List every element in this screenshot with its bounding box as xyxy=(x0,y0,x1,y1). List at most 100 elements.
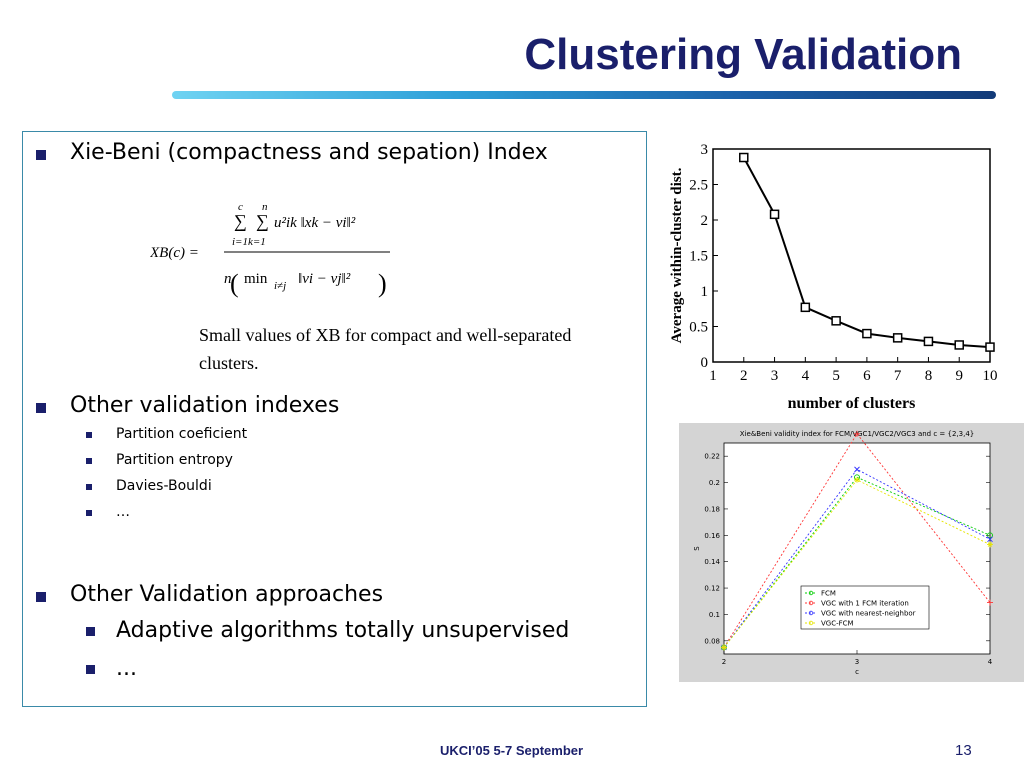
x-tick-label: 3 xyxy=(855,658,859,666)
bullet-text: Other validation indexes xyxy=(70,393,340,418)
y-tick-label: 0.14 xyxy=(704,558,720,566)
content-box xyxy=(22,131,647,707)
sub-bullet-text: ... xyxy=(116,656,137,681)
bullet-text: Xie-Beni (compactness and sepation) Inde… xyxy=(70,140,548,165)
data-point xyxy=(854,476,860,483)
square-bullet-icon xyxy=(86,665,95,674)
formula-numerator: u²ik ‖xk − vi‖² xyxy=(274,215,356,231)
y-tick-label: 0.12 xyxy=(704,585,720,593)
footer-text: UKCI’05 5-7 September xyxy=(440,743,584,758)
x-tick-label: 5 xyxy=(832,368,840,384)
legend-marker xyxy=(808,590,814,596)
title-underline-bar xyxy=(172,91,996,99)
legend-marker xyxy=(808,610,814,616)
xb-formula: XB(c) = c n ∑ ∑ i=1k=1 u²ik ‖xk − vi‖² (… xyxy=(150,201,390,298)
y-tick-label: 2 xyxy=(701,213,709,229)
paren-left-icon: ( xyxy=(230,269,239,298)
within-cluster-distance-chart: 1 2 3 4 5 6 7 8 9 10 0 0.5 1 1.5 2 2.5 3 number of cluste… xyxy=(669,142,998,412)
x-tick-label: 3 xyxy=(771,368,779,384)
data-point xyxy=(831,316,841,326)
x-tick-label: 2 xyxy=(722,658,726,666)
x-tick-label: 4 xyxy=(988,658,993,666)
legend-label: FCM xyxy=(821,590,836,598)
x-tick-label: 10 xyxy=(983,368,998,384)
y-tick-label: 0.16 xyxy=(704,532,720,540)
x-tick-label: 2 xyxy=(740,368,748,384)
data-point xyxy=(954,340,964,350)
x-axis-label: number of clusters xyxy=(788,395,916,412)
y-tick-label: 1 xyxy=(701,284,709,300)
legend-label: VGC-FCM xyxy=(821,620,854,628)
data-point xyxy=(985,342,995,352)
data-point xyxy=(854,466,860,473)
square-bullet-icon xyxy=(86,627,95,636)
square-bullet-icon xyxy=(86,484,92,490)
legend-marker xyxy=(808,620,814,626)
square-bullet-icon xyxy=(36,403,46,413)
y-tick-label: 0.2 xyxy=(709,479,720,487)
y-tick-label: 3 xyxy=(701,142,709,158)
sub-bullet-text: … xyxy=(116,504,130,520)
series-line xyxy=(723,476,991,648)
data-point xyxy=(987,532,993,539)
y-axis-label: S xyxy=(693,546,701,551)
sub-bullet-text: Partition entropy xyxy=(116,452,233,468)
x-tick-label: 7 xyxy=(894,368,902,384)
square-bullet-icon xyxy=(86,458,92,464)
sum-icon: ∑ xyxy=(256,211,269,231)
y-tick-label: 0.22 xyxy=(704,453,720,461)
legend-label: VGC with nearest-neighbor xyxy=(821,610,916,618)
xb-note: Small values of XB for compact and well-… xyxy=(199,325,572,373)
x-tick-label: 6 xyxy=(863,368,871,384)
y-tick-label: 1.5 xyxy=(689,249,708,265)
y-tick-label: 0.1 xyxy=(709,611,720,619)
formula-sum-i-top: c xyxy=(238,201,243,213)
data-point xyxy=(854,430,860,437)
sub-bullet-text: Partition coeficient xyxy=(116,426,248,442)
y-tick-label: 0 xyxy=(701,355,709,371)
page-number: 13 xyxy=(955,742,972,759)
legend-label: VGC with 1 FCM iteration xyxy=(821,600,909,608)
square-bullet-icon xyxy=(36,592,46,602)
y-tick-label: 0.08 xyxy=(704,637,720,645)
data-point xyxy=(987,599,993,606)
sum-icon: ∑ xyxy=(234,211,247,231)
data-point xyxy=(987,541,993,548)
y-tick-label: 0.5 xyxy=(689,320,708,336)
formula-sum-k-top: n xyxy=(262,201,268,213)
paren-right-icon: ) xyxy=(378,269,387,298)
formula-denominator-n: n xyxy=(224,271,232,287)
data-point xyxy=(739,152,749,163)
series-line xyxy=(742,157,991,349)
legend-box xyxy=(800,585,930,630)
formula-denominator-min: min xyxy=(244,271,268,287)
data-point xyxy=(987,536,993,543)
x-tick-label: 8 xyxy=(925,368,933,384)
x-axis-label: c xyxy=(855,668,859,676)
x-tick-label: 9 xyxy=(955,368,963,384)
formula-denominator-sub: i≠j xyxy=(274,280,286,292)
formula-sum-bottom: i=1k=1 xyxy=(232,236,266,248)
y-axis-label: Average within-cluster dist. xyxy=(669,167,685,343)
y-tick-label: 0.18 xyxy=(704,505,720,513)
formula-denominator-norm: ‖vi − vj‖² xyxy=(298,271,351,287)
square-bullet-icon xyxy=(36,150,46,160)
sub-bullet-text: Davies-Bouldi xyxy=(116,478,212,494)
data-point xyxy=(721,644,727,651)
xie-beni-validity-chart: Xie&Beni validity index for FCM/VGC1/VGC… xyxy=(693,430,993,676)
square-bullet-icon xyxy=(86,510,92,516)
slide-title: Clustering Validation xyxy=(524,30,962,79)
x-tick-label: 4 xyxy=(802,368,810,384)
plot-frame xyxy=(712,148,991,363)
data-point xyxy=(769,209,780,220)
bullet-text: Other Validation approaches xyxy=(70,582,384,607)
data-point xyxy=(923,336,934,347)
y-tick-label: 2.5 xyxy=(689,178,708,194)
sub-bullet-text: Adaptive algorithms totally unsupervised xyxy=(116,618,570,643)
formula-lhs: XB(c) = xyxy=(150,245,199,261)
legend-marker xyxy=(808,600,814,606)
data-point xyxy=(800,302,811,313)
square-bullet-icon xyxy=(86,432,92,438)
data-point xyxy=(862,328,872,339)
xie-beni-validity-chart-panel: Xie&Beni validity index for FCM/VGC1/VGC… xyxy=(679,423,1024,682)
